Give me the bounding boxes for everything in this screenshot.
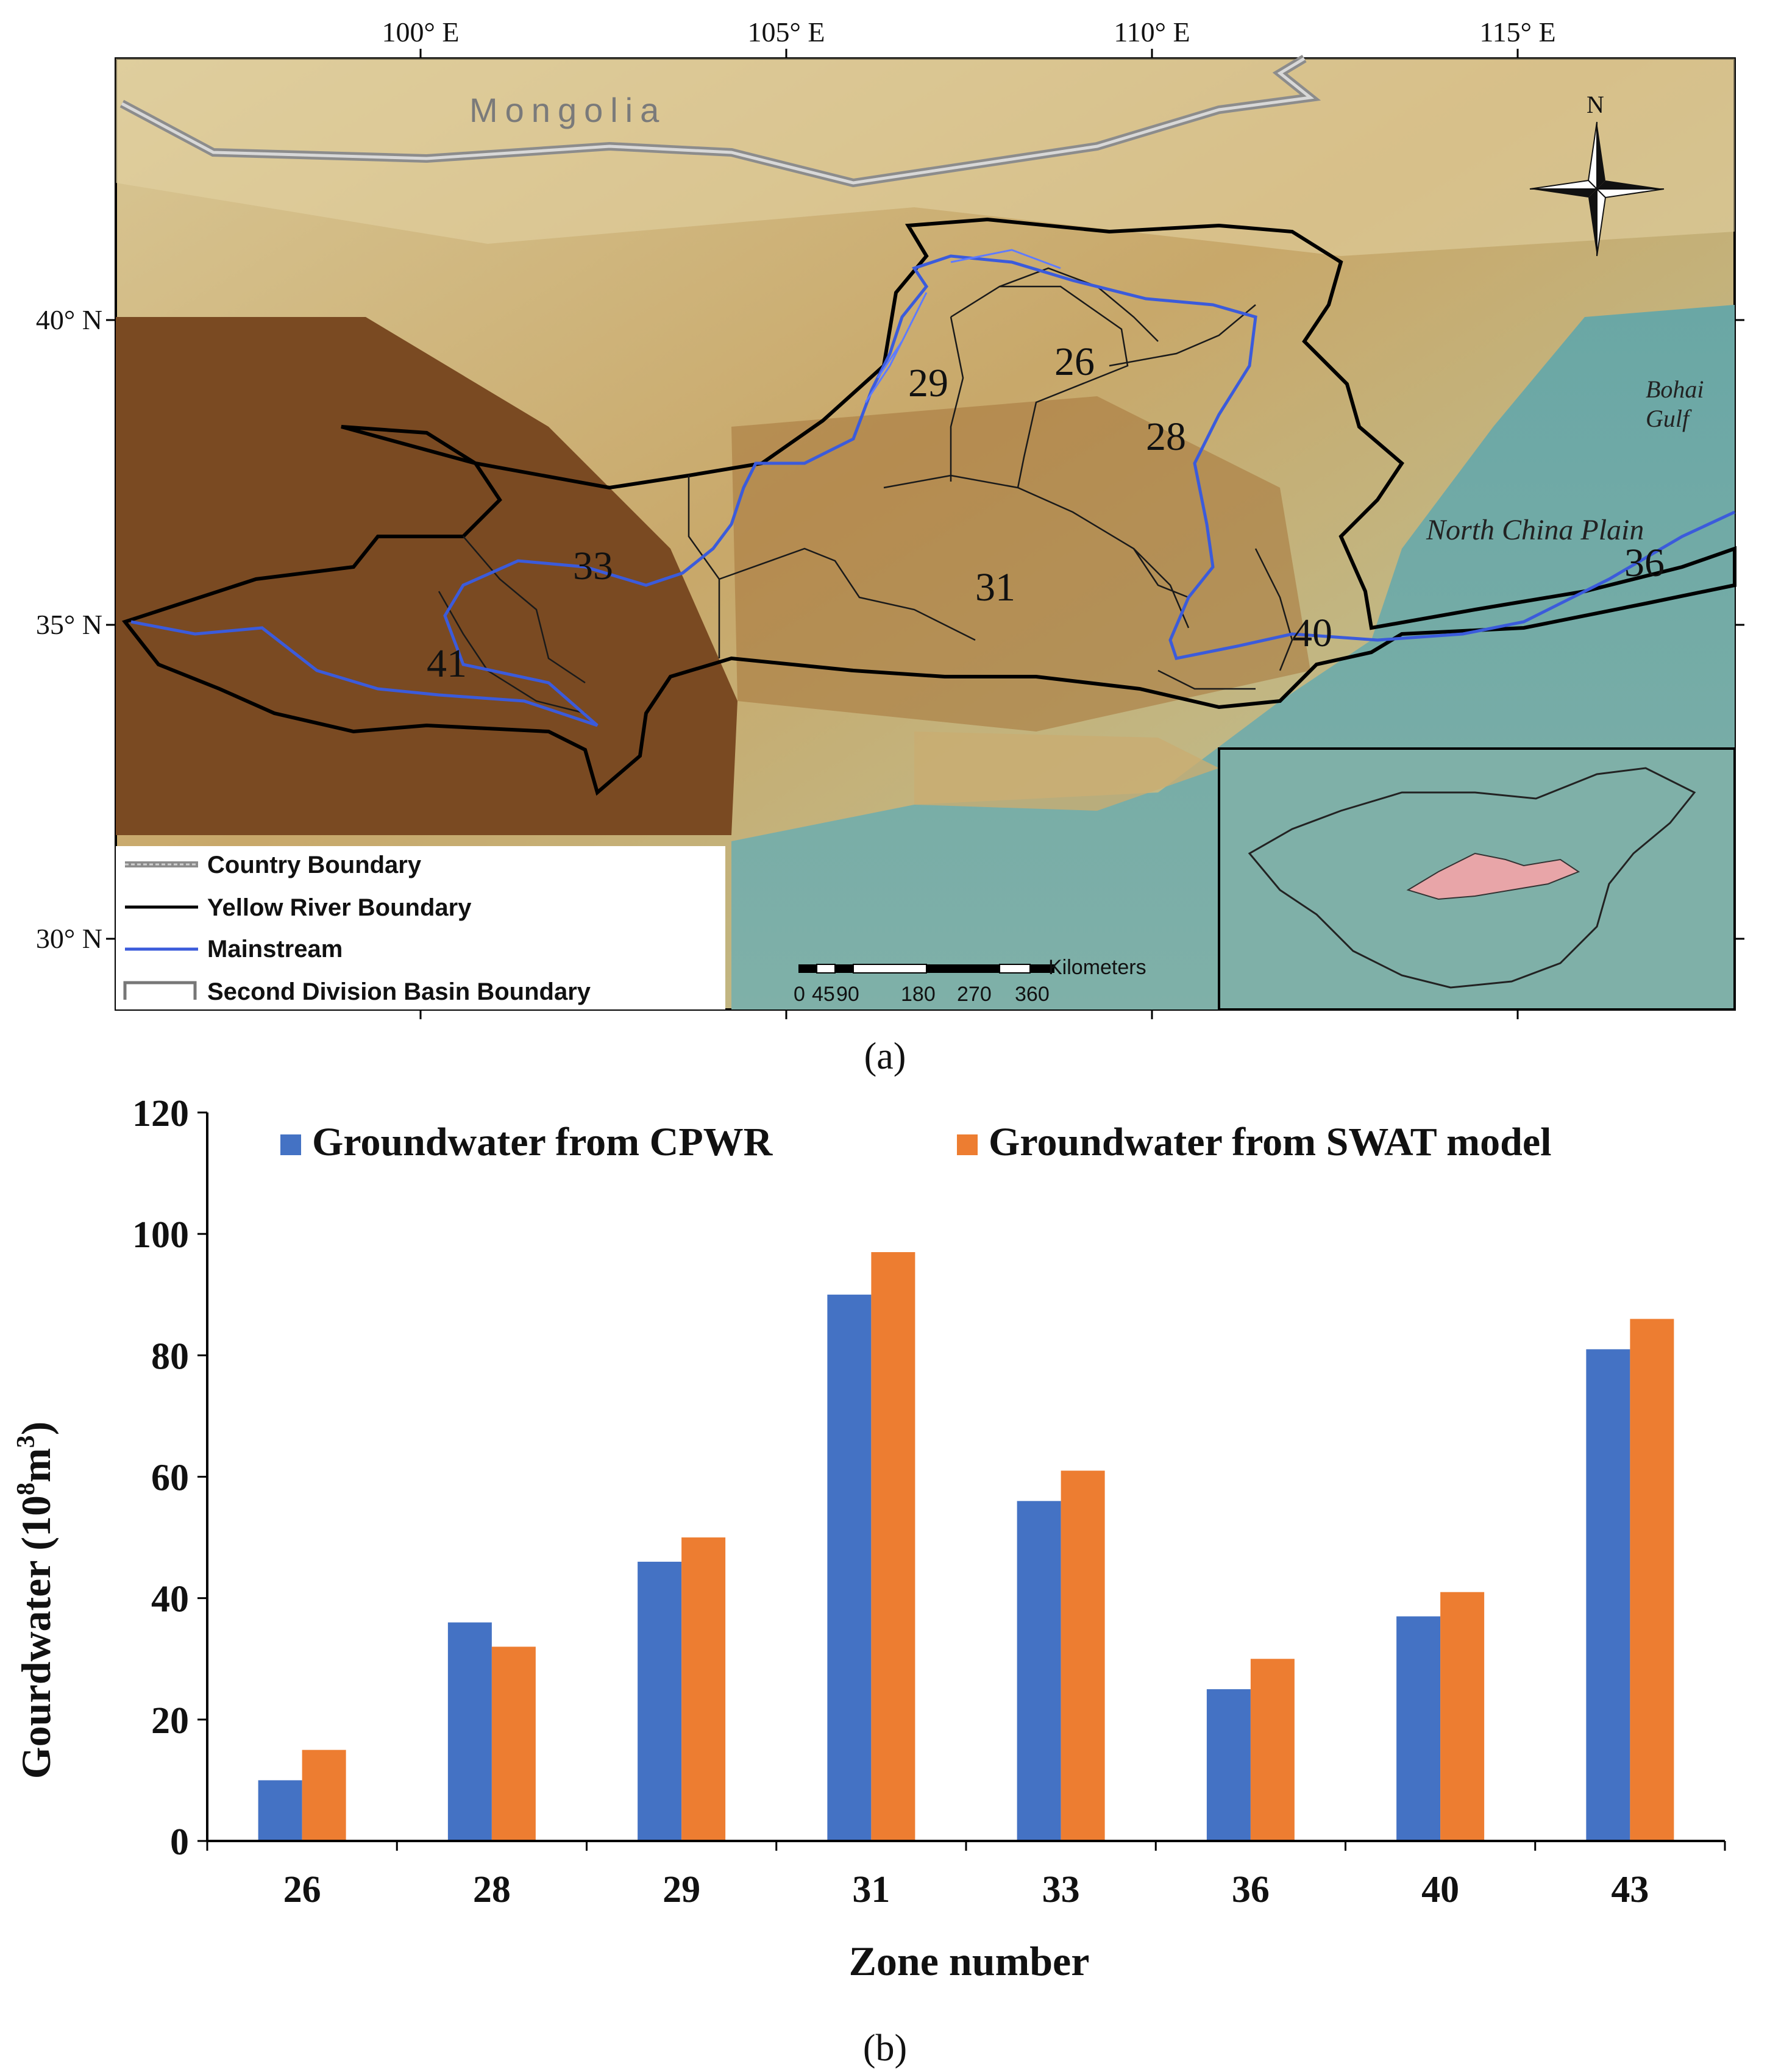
river-braids [864, 249, 1061, 403]
loess-area [731, 396, 1310, 732]
gulf-label: Gulf [1646, 405, 1692, 432]
zone-label-28: 28 [1146, 415, 1186, 459]
bar-swat-zone-36 [1250, 1659, 1295, 1841]
bar-swat-zone-31 [871, 1252, 915, 1841]
bar-cpwr-zone-36 [1206, 1689, 1251, 1841]
north-label: N [1587, 91, 1604, 118]
zone-label-36: 36 [1624, 541, 1665, 585]
second-division-boundaries [438, 267, 1293, 714]
bar-chart: 0 20 40 60 80 100 120 26 28 29 31 33 36 40 43 Groundw… [12, 1093, 1726, 1984]
x-tick-label: 43 [1611, 1869, 1649, 1910]
lat-tick-40: 40° N [36, 304, 102, 335]
mainstream-river [130, 254, 1736, 727]
inset-yellow-river-basin [1406, 852, 1580, 900]
legend-mainstream: Mainstream [207, 936, 343, 963]
x-tick-label: 29 [663, 1869, 700, 1910]
x-tick-label: 40 [1421, 1869, 1459, 1910]
map-legend: Country Boundary Yellow River Boundary M… [116, 846, 725, 1009]
bar-swat-zone-26 [302, 1750, 346, 1841]
legend-swatch-cpwr [280, 1134, 301, 1155]
zone-label-41: 41 [427, 641, 467, 686]
y-tick-label: 0 [170, 1821, 189, 1863]
bar-swat-zone-28 [491, 1647, 536, 1841]
bar-cpwr-zone-31 [827, 1294, 872, 1841]
y-tick-label: 80 [151, 1336, 189, 1377]
x-tick-label: 36 [1232, 1869, 1270, 1910]
lon-tick-115: 115° E [1479, 16, 1555, 48]
bar-cpwr-zone-33 [1017, 1501, 1061, 1841]
north-arrow-icon [1529, 121, 1665, 257]
scale-unit: Kilometers [1048, 956, 1146, 979]
scale-tick-90: 90 [836, 983, 859, 1006]
legend-swatch-swat [957, 1134, 978, 1155]
lat-tick-30: 30° N [36, 923, 102, 954]
y-tick-label: 100 [132, 1214, 189, 1256]
scale-tick-180: 180 [901, 983, 936, 1006]
map-panel: 26 28 29 31 33 36 40 41 Mongolia Bohai G… [36, 16, 1744, 1019]
inset-map [1218, 747, 1736, 1011]
bar-cpwr-zone-43 [1586, 1349, 1630, 1841]
y-axis-title-unit: m [13, 1448, 59, 1483]
bar-cpwr-zone-40 [1396, 1616, 1441, 1841]
caption-b: (b) [862, 2027, 908, 2069]
bar-swat-zone-43 [1630, 1319, 1674, 1841]
plateau-area [116, 317, 738, 835]
scale-tick-0: 0 [794, 983, 805, 1006]
mongolia-label: Mongolia [469, 91, 666, 129]
bar-swat-zone-40 [1440, 1592, 1485, 1841]
bar-cpwr-zone-29 [638, 1561, 682, 1841]
latitude-axis [106, 319, 1744, 940]
y-axis-title-close: ) [13, 1422, 59, 1436]
zone-label-31: 31 [975, 565, 1015, 610]
bar-chart-panel: 0 20 40 60 80 100 120 26 28 29 31 33 36 40 43 Groundw… [0, 1079, 1770, 2030]
bars [258, 1252, 1674, 1841]
x-axis-ticks: 26 28 29 31 33 36 40 43 [206, 1841, 1726, 1910]
x-axis-title: Zone number [849, 1938, 1090, 1984]
northern-desert [116, 59, 1735, 256]
caption-a: (a) [864, 1036, 906, 1077]
bohai-label: Bohai [1646, 376, 1704, 403]
x-tick-label: 33 [1042, 1869, 1080, 1910]
legend-label-cpwr: Groundwater from CPWR [312, 1120, 773, 1164]
y-axis-ticks: 0 20 40 60 80 100 120 [132, 1093, 207, 1863]
bar-swat-zone-29 [681, 1537, 726, 1841]
y-tick-label: 120 [132, 1093, 189, 1134]
lon-tick-100: 100° E [382, 16, 460, 48]
bar-cpwr-zone-26 [258, 1780, 302, 1841]
zone-label-29: 29 [908, 361, 948, 405]
north-china-plain-label: North China Plain [1426, 514, 1644, 546]
y-axis-title-main: Gourdwater (10 [13, 1495, 59, 1779]
yellow-river-boundary [121, 217, 1736, 796]
longitude-axis [419, 49, 1519, 1019]
y-tick-label: 40 [151, 1579, 189, 1620]
y-tick-label: 60 [151, 1458, 189, 1499]
y-tick-label: 20 [151, 1700, 189, 1742]
legend-second-division: Second Division Basin Boundary [207, 978, 591, 1005]
southern-mountains [914, 732, 1219, 811]
x-tick-label: 28 [473, 1869, 511, 1910]
country-boundary-inner [121, 57, 1315, 185]
legend-label-swat: Groundwater from SWAT model [989, 1120, 1551, 1164]
x-tick-label: 31 [852, 1869, 890, 1910]
scale-tick-270: 270 [957, 983, 992, 1006]
scale-bar: Kilometers 0 45 90 180 270 360 [794, 956, 1146, 1006]
legend-country-boundary: Country Boundary [207, 852, 422, 878]
x-tick-label: 26 [283, 1869, 321, 1910]
zone-label-26: 26 [1054, 340, 1095, 384]
legend-yellow-river-boundary: Yellow River Boundary [207, 894, 472, 921]
map-figure: 26 28 29 31 33 36 40 41 Mongolia Bohai G… [36, 16, 1744, 1019]
bar-swat-zone-33 [1061, 1470, 1105, 1841]
lat-tick-35: 35° N [36, 609, 102, 640]
scale-tick-360: 360 [1015, 983, 1050, 1006]
zone-label-40: 40 [1292, 611, 1332, 655]
y-axis-title-sup2: 3 [12, 1435, 40, 1448]
lon-tick-110: 110° E [1114, 16, 1190, 48]
bar-cpwr-zone-28 [447, 1622, 492, 1841]
scale-tick-45: 45 [812, 983, 835, 1006]
lon-tick-105: 105° E [748, 16, 825, 48]
zone-label-33: 33 [573, 544, 613, 588]
y-axis-title-sup: 8 [12, 1483, 40, 1495]
y-axis-title: Gourdwater (108m3) [12, 1422, 59, 1779]
